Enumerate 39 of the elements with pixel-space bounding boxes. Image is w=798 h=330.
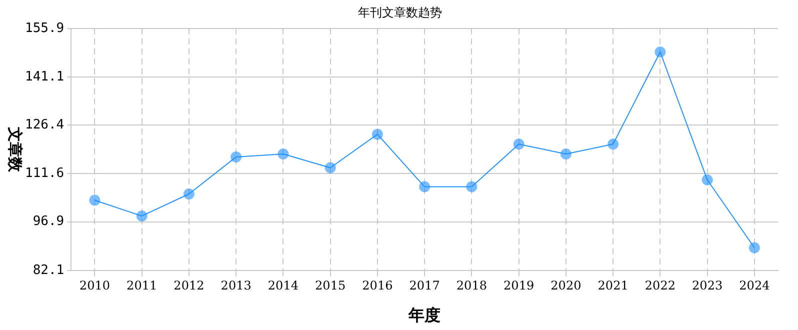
x-tick-label: 2013 xyxy=(220,278,252,293)
point xyxy=(608,138,619,150)
x-tick-label: 2022 xyxy=(644,278,676,293)
point xyxy=(324,162,336,174)
point xyxy=(230,151,242,162)
x-tick-label: 2011 xyxy=(126,278,158,293)
x-tick-label: 2020 xyxy=(550,278,582,293)
point xyxy=(654,46,666,58)
x-tick-label: 2017 xyxy=(409,278,440,293)
point xyxy=(278,148,289,160)
x-tick-label: 2024 xyxy=(739,278,770,293)
point xyxy=(89,194,100,206)
y-tick-label: 141.1 xyxy=(24,69,64,84)
point xyxy=(372,128,383,140)
point xyxy=(466,181,478,192)
x-tick-label: 2010 xyxy=(79,278,110,293)
point xyxy=(748,242,760,254)
y-axis-title: 文章数 xyxy=(6,126,24,173)
point xyxy=(702,174,713,186)
point xyxy=(560,148,572,160)
x-tick-label: 2023 xyxy=(692,278,723,293)
x-tick-label: 2021 xyxy=(598,278,628,293)
x-tick-label: 2015 xyxy=(315,278,346,293)
point xyxy=(183,188,194,200)
point xyxy=(419,181,430,192)
y-tick-label: 96.9 xyxy=(32,214,64,230)
point xyxy=(136,210,148,222)
y-tick-label: 82.1 xyxy=(32,262,64,278)
x-tick-label: 2014 xyxy=(268,278,299,293)
x-tick-label: 2012 xyxy=(174,278,204,293)
x-tick-label: 2019 xyxy=(504,278,534,293)
y-tick-label: 111.6 xyxy=(24,166,64,182)
x-tick-label: 2018 xyxy=(456,278,487,293)
x-axis-title: 年度 xyxy=(408,306,441,325)
point xyxy=(513,138,524,150)
chart-title: 年刊文章数趋势 xyxy=(358,5,442,20)
y-tick-label: 155.9 xyxy=(24,20,64,36)
y-tick-label: 126.4 xyxy=(24,118,64,133)
x-tick-label: 2016 xyxy=(362,278,393,293)
